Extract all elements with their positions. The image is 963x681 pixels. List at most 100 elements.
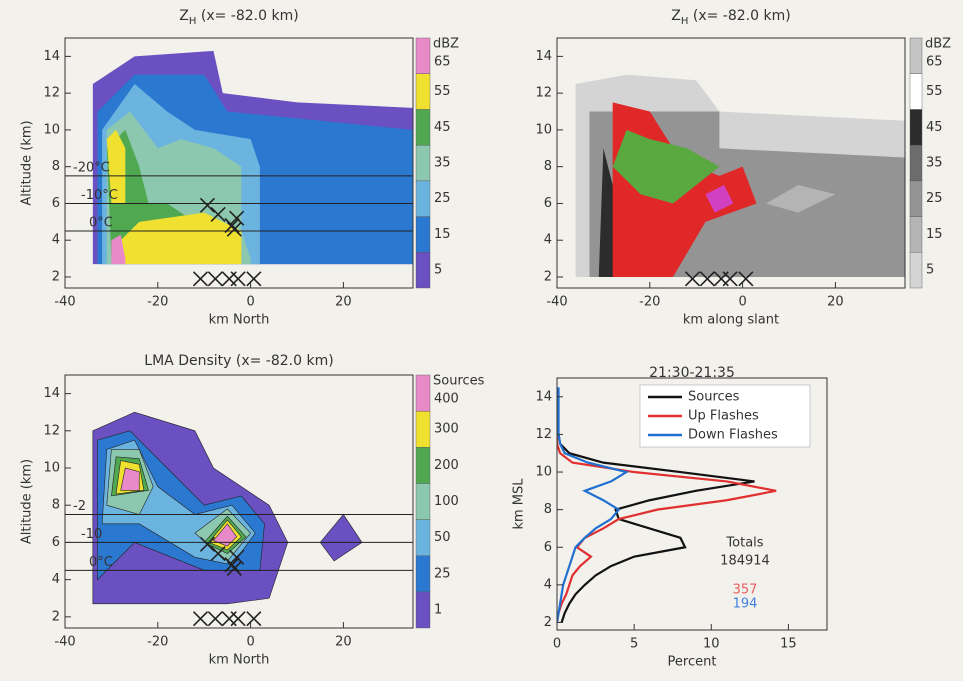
x-marker xyxy=(246,611,262,627)
x-tick-label: -20 xyxy=(147,295,168,310)
y-tick-label: 6 xyxy=(544,540,552,555)
x-axis-label: km North xyxy=(209,313,270,328)
colorbar-label: 50 xyxy=(434,530,451,545)
x-tick-label: 0 xyxy=(738,295,746,310)
x-marker xyxy=(199,536,216,552)
colorbar-label: 25 xyxy=(434,566,451,581)
colorbar-band xyxy=(909,144,923,182)
x-marker xyxy=(224,557,240,573)
y-axis-label: km MSL xyxy=(512,478,527,530)
x-tick-label: -40 xyxy=(546,295,567,310)
colorbar-band xyxy=(415,483,431,520)
isotherm-label: -20°C xyxy=(73,160,110,175)
profile-line xyxy=(557,387,630,623)
colorbar-title: dBZ xyxy=(433,37,459,52)
colorbar-label: 25 xyxy=(926,191,943,206)
isotherm-label: -10 xyxy=(81,527,102,542)
y-tick-label: 4 xyxy=(52,233,60,248)
x-marker xyxy=(230,271,246,287)
annotation: 184914 xyxy=(720,554,770,569)
colorbar-label: 65 xyxy=(926,54,943,69)
x-tick-label: 20 xyxy=(335,295,352,310)
colorbar-label: 5 xyxy=(434,263,442,278)
x-tick-label: -40 xyxy=(54,635,75,650)
x-marker xyxy=(230,611,246,627)
panel: ZH (x= -82.0 km) 5 15 25 35 45 55 65 dBZ -40 -20 0 2… xyxy=(535,8,951,328)
panel-title: LMA Density (x= -82.0 km) xyxy=(144,353,333,369)
annotation: 194 xyxy=(733,597,758,612)
colorbar-title: dBZ xyxy=(925,37,951,52)
x-axis-label: km along slant xyxy=(683,313,779,328)
colorbar-band xyxy=(909,73,923,110)
colorbar-label: 55 xyxy=(434,84,451,99)
colorbar-band xyxy=(415,37,431,74)
x-tick-label: 0 xyxy=(246,635,254,650)
y-tick-label: 14 xyxy=(43,49,60,64)
y-tick-label: 6 xyxy=(52,535,60,550)
colorbar-band xyxy=(415,144,431,182)
y-tick-label: 8 xyxy=(544,502,552,517)
contour-region xyxy=(212,523,238,547)
contour-region xyxy=(612,129,720,204)
y-tick-label: 12 xyxy=(43,86,60,101)
colorbar-band xyxy=(909,216,923,253)
colorbar-band xyxy=(415,410,431,448)
contour-region xyxy=(705,185,734,213)
panel: 21:30-21:35 Sources Up Flashes Down Flashes… xyxy=(512,365,828,670)
colorbar-label: 5 xyxy=(926,263,934,278)
x-marker xyxy=(722,271,738,287)
contour-region xyxy=(120,212,242,265)
axes-frame xyxy=(556,37,906,289)
x-tick-label: -40 xyxy=(54,295,75,310)
x-marker xyxy=(192,611,209,627)
colorbar-label: 300 xyxy=(434,422,459,437)
y-axis-label: Altitude (km) xyxy=(20,120,35,205)
colorbar-label: 45 xyxy=(926,120,943,135)
y-tick-label: 10 xyxy=(535,122,552,137)
isotherm-label: -10°C xyxy=(81,188,118,203)
x-marker xyxy=(684,271,701,287)
profile-line xyxy=(557,387,777,623)
y-tick-label: 4 xyxy=(544,577,552,592)
colorbar-band xyxy=(909,37,923,74)
x-axis-label: km North xyxy=(209,653,270,668)
axes-frame xyxy=(64,374,414,629)
x-tick-label: -20 xyxy=(147,635,168,650)
axes-frame xyxy=(556,377,828,631)
y-tick-label: 2 xyxy=(52,269,60,284)
x-marker xyxy=(699,271,715,287)
x-marker xyxy=(199,197,216,213)
y-tick-label: 12 xyxy=(43,423,60,438)
colorbar-label: 100 xyxy=(434,494,459,509)
legend-label: Down Flashes xyxy=(688,428,778,443)
x-marker xyxy=(207,611,223,627)
plot-area: -2 -10 0°C xyxy=(65,411,413,627)
colorbar-label: 15 xyxy=(926,227,943,242)
y-tick-label: 2 xyxy=(52,609,60,624)
colorbar-label: 55 xyxy=(926,84,943,99)
colorbar-label: 45 xyxy=(434,120,451,135)
y-tick-label: 12 xyxy=(535,86,552,101)
annotation: Totals xyxy=(725,536,763,551)
x-tick-label: -20 xyxy=(639,295,660,310)
y-tick-label: 10 xyxy=(43,461,60,476)
isotherm-label: -2 xyxy=(73,499,86,514)
y-tick-label: 10 xyxy=(43,122,60,137)
x-marker xyxy=(207,271,223,287)
y-tick-label: 14 xyxy=(535,49,552,64)
colorbar-band xyxy=(415,555,431,593)
y-tick-label: 8 xyxy=(544,159,552,174)
annotation: 357 xyxy=(733,583,758,598)
y-axis-label: Altitude (km) xyxy=(20,459,35,544)
y-tick-label: 4 xyxy=(544,233,552,248)
x-marker xyxy=(192,271,209,287)
colorbar-band xyxy=(909,109,923,146)
x-marker xyxy=(226,560,242,577)
colorbar-label: 200 xyxy=(434,458,459,473)
axes-frame xyxy=(64,37,414,289)
y-tick-label: 14 xyxy=(43,386,60,401)
colorbar-label: 25 xyxy=(434,191,451,206)
colorbar-label: 15 xyxy=(434,227,451,242)
x-tick-label: 0 xyxy=(553,637,561,652)
